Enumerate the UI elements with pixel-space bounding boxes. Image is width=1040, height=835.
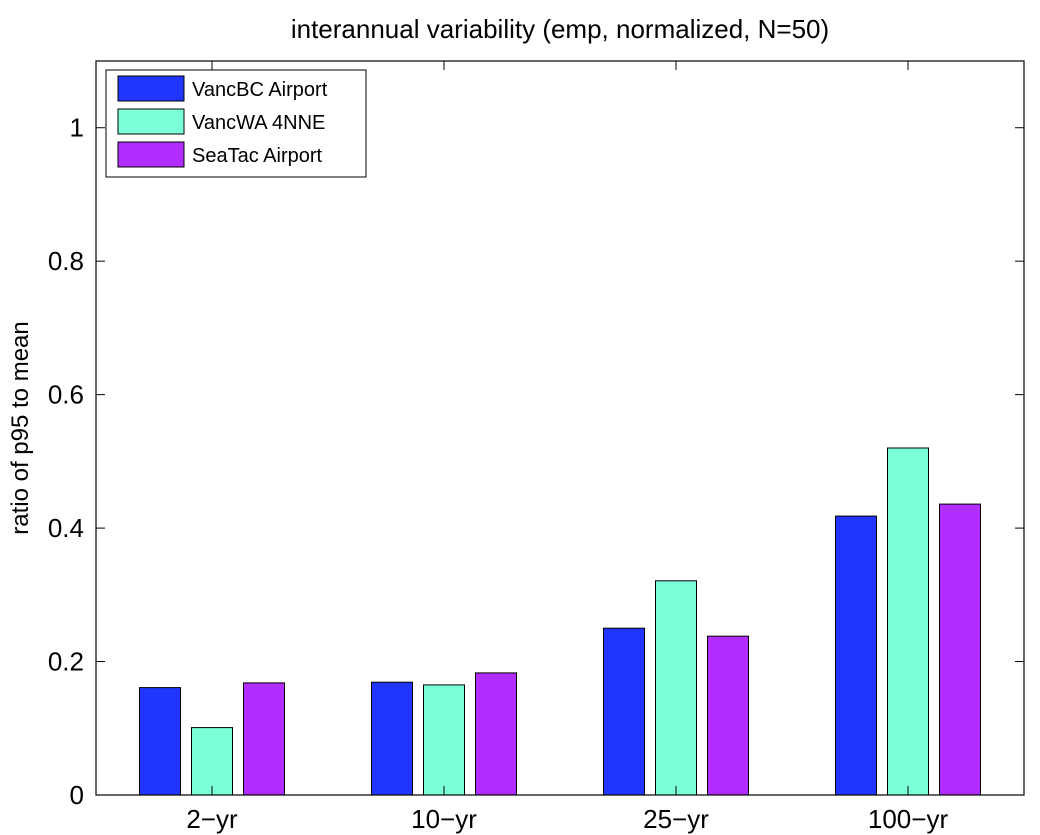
y-tick-label: 0.6 bbox=[48, 380, 84, 410]
y-tick-label: 0 bbox=[70, 780, 84, 810]
plot-frame bbox=[95, 60, 1025, 796]
bar bbox=[655, 580, 697, 796]
bar bbox=[887, 447, 929, 796]
legend-swatch bbox=[117, 108, 185, 135]
legend-swatch bbox=[117, 75, 185, 102]
bar bbox=[191, 727, 233, 796]
y-tick-label: 0.8 bbox=[48, 246, 84, 276]
y-axis-label: ratio of p95 to mean bbox=[7, 321, 34, 534]
x-tick-label: 2−yr bbox=[186, 804, 238, 834]
bar bbox=[707, 635, 749, 796]
plot-area: 0 0.2 0.4 0.6 0.8 1 2−yr 10−yr 25−yr 100−yr VancBC… bbox=[48, 60, 1025, 834]
chart-title: interannual variability (emp, normalized… bbox=[291, 14, 829, 44]
x-tick-label: 100−yr bbox=[868, 804, 949, 834]
bar bbox=[423, 684, 465, 796]
legend-label: SeaTac Airport bbox=[192, 145, 323, 167]
bar bbox=[475, 672, 517, 796]
bar bbox=[603, 627, 645, 796]
bar bbox=[835, 515, 877, 796]
legend-swatch bbox=[117, 141, 185, 168]
bar bbox=[939, 503, 981, 796]
x-tick-label: 25−yr bbox=[643, 804, 709, 834]
bar bbox=[139, 687, 181, 796]
x-tick-label: 10−yr bbox=[411, 804, 477, 834]
legend-label: VancBC Airport bbox=[192, 79, 328, 101]
bar bbox=[243, 682, 285, 796]
y-tick-label: 0.4 bbox=[48, 513, 84, 543]
legend-label: VancWA 4NNE bbox=[192, 112, 325, 134]
y-tick-label: 1 bbox=[70, 113, 84, 143]
bar bbox=[371, 681, 413, 796]
y-tick-label: 0.2 bbox=[48, 647, 84, 677]
